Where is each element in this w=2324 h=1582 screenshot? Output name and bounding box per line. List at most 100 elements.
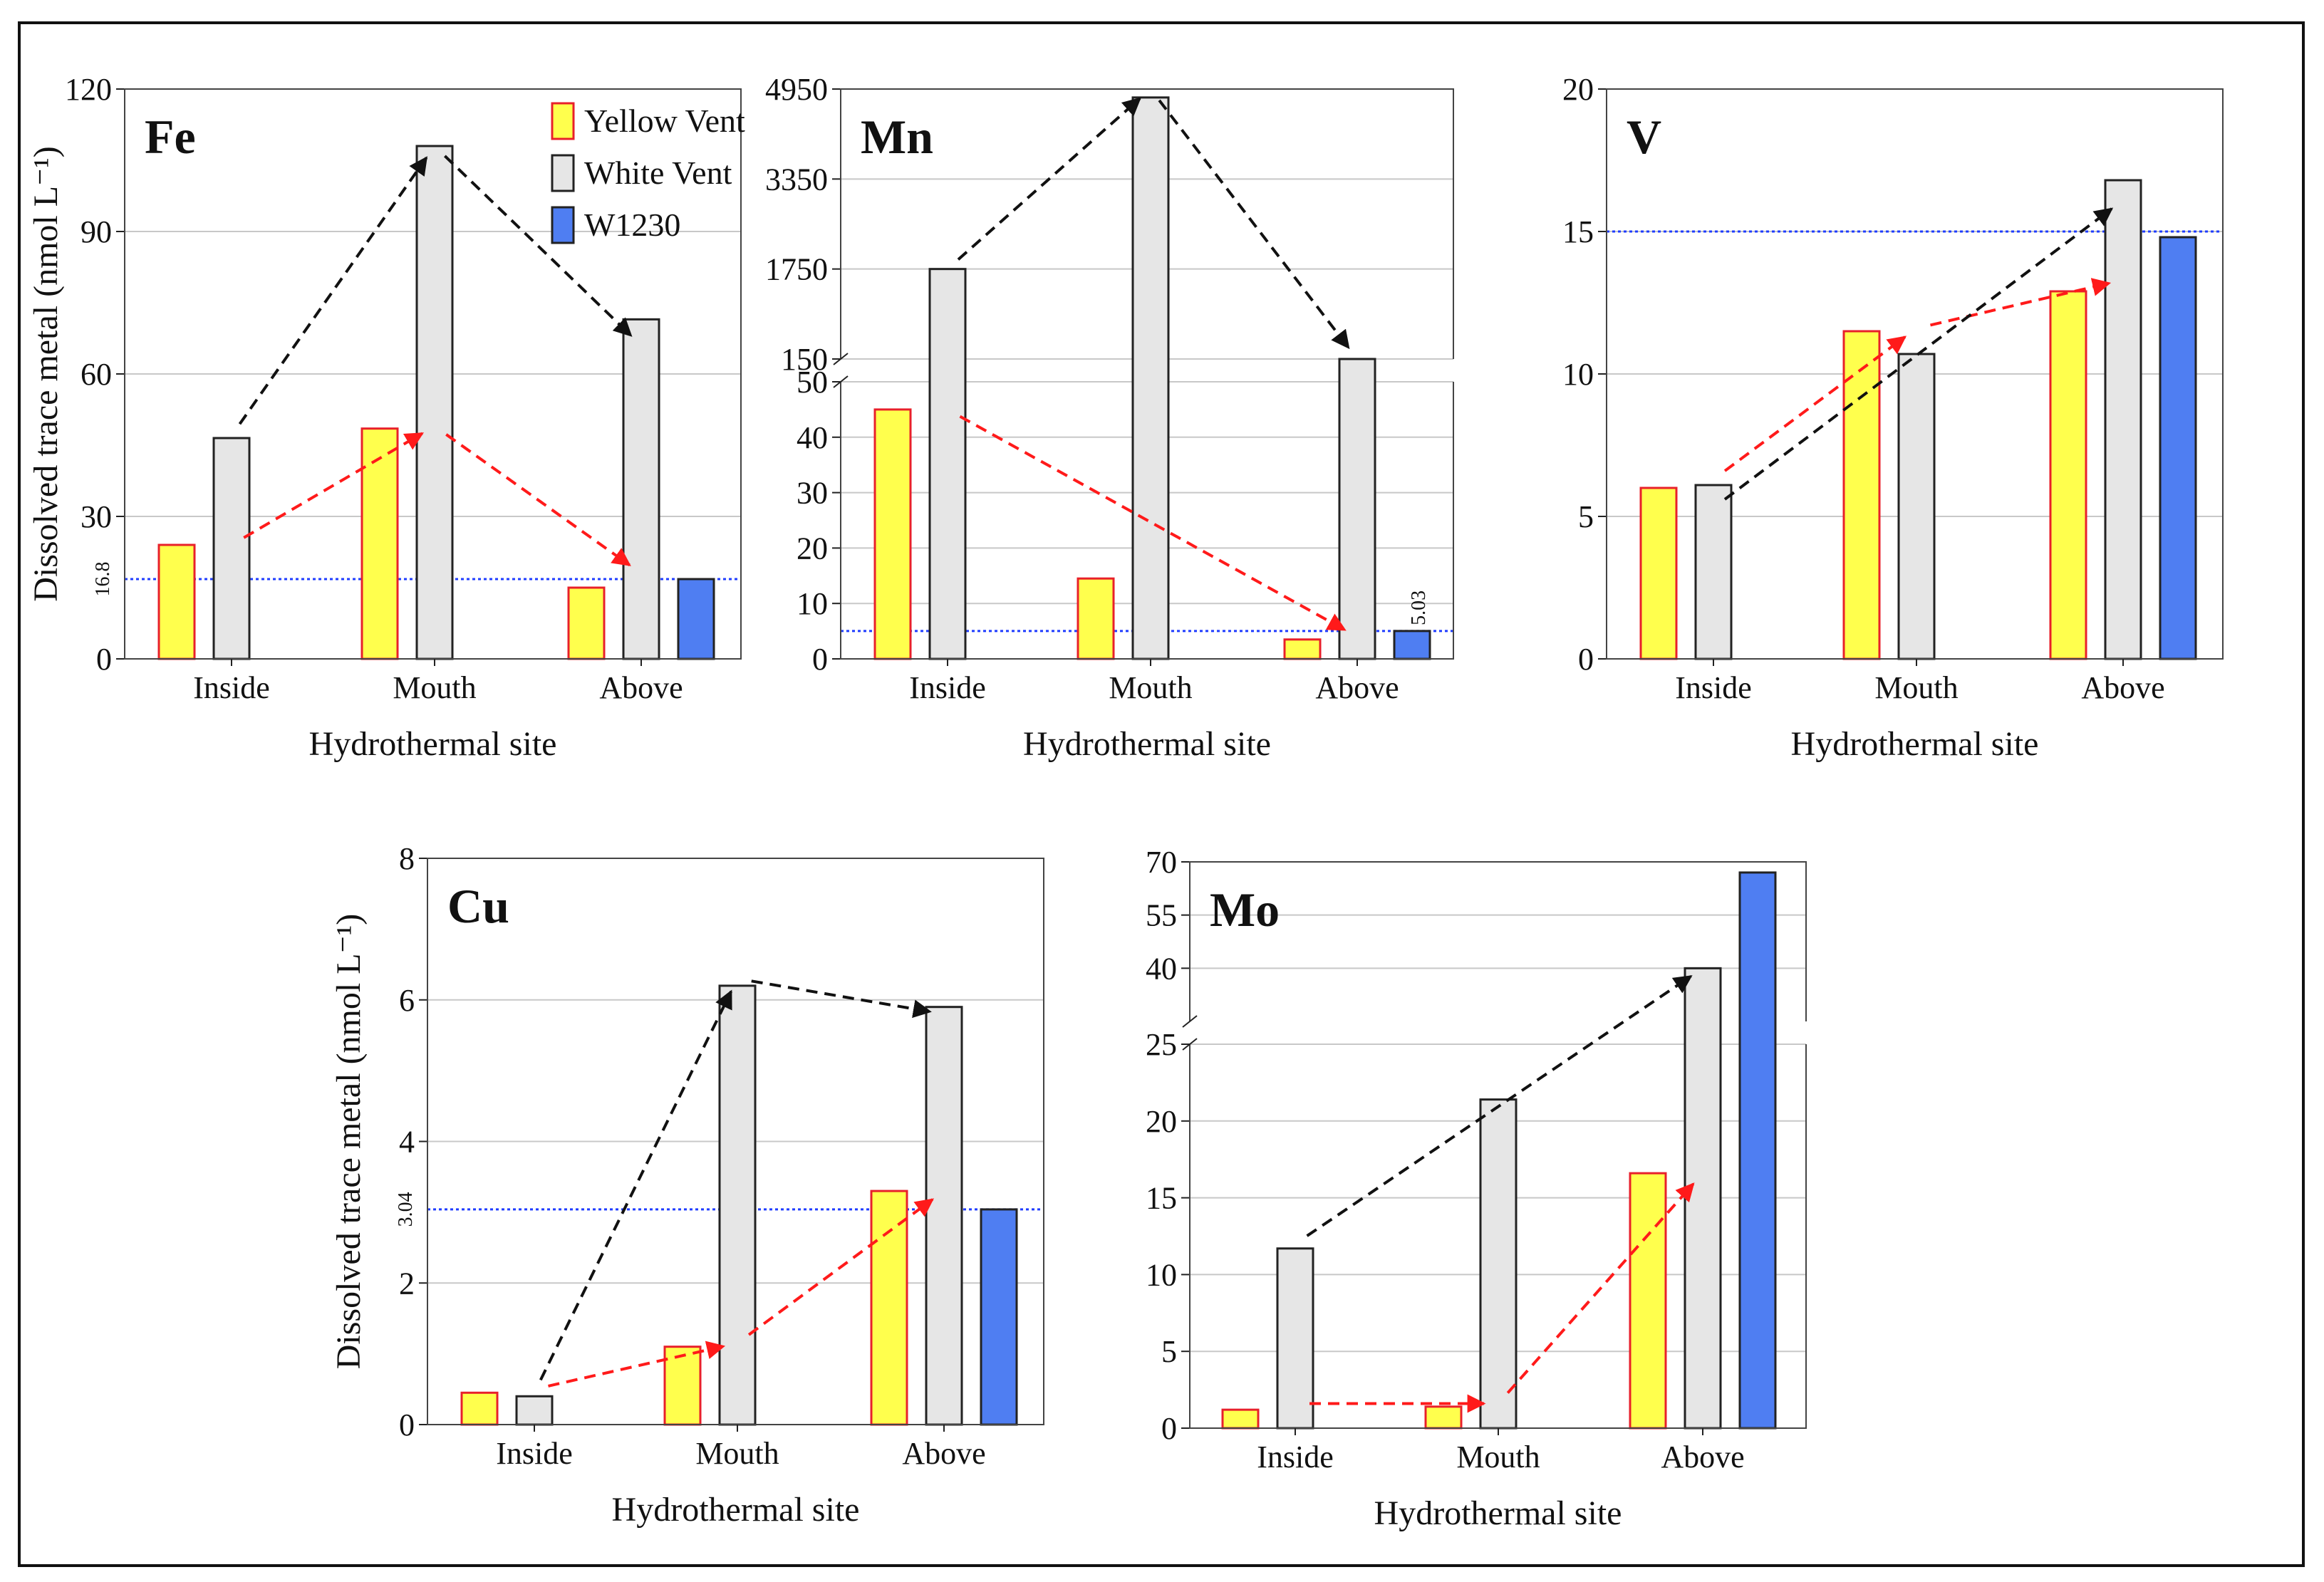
- panel-cu: 0 2 4 6 8 3.04 Inside Mouth Above Hydrothermal si…: [330, 841, 1044, 1529]
- bar-white-vent-mouth: [1479, 1098, 1518, 1430]
- x-tick-label: Above: [1661, 1440, 1744, 1474]
- x-tick-label: Inside: [496, 1436, 573, 1471]
- y-tick-tick-label: 2: [399, 1266, 415, 1301]
- trend-arrow-red: [1930, 278, 2112, 327]
- x-tick-label: Inside: [909, 670, 986, 705]
- y-tick-upper-tick-label: 70: [1146, 845, 1177, 880]
- bar-yellow-vent-above: [1629, 1172, 1667, 1430]
- x-axis-label: Hydrothermal site: [1374, 1494, 1622, 1532]
- y-tick-tick-label: 15: [1562, 214, 1594, 249]
- y-tick-upper-tick-label: 55: [1146, 898, 1177, 933]
- y-tick-tick-label: 0: [399, 1407, 415, 1442]
- x-tick-label: Above: [1315, 670, 1399, 705]
- x-tick-label: Above: [599, 670, 683, 705]
- y-tick-lower-tick-label: 20: [797, 531, 828, 566]
- bar-white-vent-above: [1684, 967, 1722, 1430]
- reference-line-label: 5.03: [1408, 590, 1430, 625]
- y-tick-lower-tick-label: 10: [1146, 1257, 1177, 1292]
- legend-label: Yellow Vent: [584, 103, 745, 139]
- bar-yellow-vent-mouth: [1424, 1405, 1463, 1430]
- y-tick-upper-tick-label: 1750: [765, 252, 828, 287]
- trend-arrow-black: [539, 989, 732, 1381]
- panel-title: Mo: [1210, 883, 1280, 937]
- bar-white-vent-inside: [928, 268, 967, 660]
- y-tick-tick-label: 6: [399, 983, 415, 1018]
- bar-white-vent-inside: [212, 437, 251, 660]
- bar-yellow-vent-above: [567, 586, 606, 660]
- plot-frame-lower: [840, 382, 1454, 660]
- bar-yellow-vent-inside: [460, 1391, 499, 1426]
- bar-white-vent-inside: [1694, 484, 1733, 660]
- y-tick-tick-label: 10: [1562, 357, 1594, 392]
- trend-arrow-black: [1723, 207, 2114, 501]
- bar-yellow-vent-inside: [157, 543, 196, 660]
- bar-yellow-vent-inside: [1221, 1408, 1260, 1430]
- legend: Yellow Vent White Vent W1230: [551, 102, 745, 244]
- bar-w1230-above: [2159, 236, 2197, 660]
- x-axis-label: Hydrothermal site: [612, 1491, 860, 1529]
- bar-yellow-vent-above: [1283, 638, 1322, 660]
- x-axis-label: Hydrothermal site: [1791, 725, 2039, 763]
- legend-swatch-yellow-vent: [551, 102, 575, 140]
- y-tick-lower-tick-label: 0: [812, 642, 828, 677]
- panel-fe: 0 30 60 90 120 16.8 Inside Mouth Above Hydrotherm…: [27, 72, 745, 763]
- bar-white-vent-above: [622, 318, 660, 660]
- x-tick-label: Inside: [1257, 1440, 1334, 1474]
- figure-frame: [18, 21, 2305, 1567]
- trend-arrow-red: [548, 1341, 726, 1388]
- bar-white-vent-mouth: [1131, 96, 1170, 660]
- y-tick-lower-tick-label: 50: [797, 365, 828, 400]
- x-tick-label: Mouth: [1874, 670, 1958, 705]
- y-tick-lower-tick-label: 5: [1161, 1334, 1177, 1369]
- legend-swatch-white-vent: [551, 154, 575, 192]
- trend-arrow-black: [751, 979, 932, 1019]
- y-axis-label: Dissolved trace metal (nmol L⁻¹): [330, 914, 368, 1370]
- trend-arrow-red: [445, 433, 631, 567]
- bar-yellow-vent-mouth: [360, 427, 399, 660]
- y-tick-tick-label: 90: [81, 214, 112, 249]
- y-tick-tick-label: 0: [96, 642, 112, 677]
- bar-w1230-above: [980, 1208, 1018, 1426]
- trend-arrow-red: [1506, 1182, 1695, 1394]
- x-axis-label: Hydrothermal site: [309, 725, 557, 763]
- bar-yellow-vent-mouth: [663, 1346, 702, 1426]
- panel-title: Cu: [447, 879, 509, 933]
- y-tick-upper-tick-label: 25: [1146, 1027, 1177, 1062]
- plot-frame: [427, 858, 1044, 1425]
- bar-white-vent-mouth: [718, 984, 757, 1426]
- y-tick-upper-tick-label: 3350: [765, 162, 828, 197]
- trend-arrow-red: [747, 1198, 934, 1336]
- reference-line-label: 16.8: [92, 562, 114, 597]
- y-tick-tick-label: 60: [81, 357, 112, 392]
- bar-white-vent-above: [2104, 179, 2142, 660]
- bar-w1230-above: [1393, 630, 1431, 660]
- y-tick-tick-label: 20: [1562, 72, 1594, 107]
- x-tick-label: Mouth: [1109, 670, 1192, 705]
- bar-yellow-vent-inside: [873, 408, 912, 660]
- y-axis-label: Dissolved trace metal (nmol L⁻¹): [27, 146, 65, 602]
- bar-w1230-above: [677, 578, 715, 660]
- trend-arrow-red: [243, 432, 424, 539]
- bar-yellow-vent-above: [870, 1190, 908, 1426]
- trend-arrow-red: [1723, 335, 1907, 472]
- x-axis-label: Hydrothermal site: [1023, 725, 1271, 763]
- bar-white-vent-mouth: [415, 145, 454, 660]
- legend-label: W1230: [584, 207, 680, 243]
- x-tick-label: Mouth: [695, 1436, 779, 1471]
- panel-title: V: [1627, 110, 1661, 164]
- trend-arrow-black: [238, 156, 428, 425]
- x-tick-label: Above: [902, 1436, 985, 1471]
- trend-arrow-black: [443, 155, 633, 337]
- y-tick-tick-label: 30: [81, 499, 112, 534]
- y-tick-lower-tick-label: 15: [1146, 1181, 1177, 1216]
- y-tick-tick-label: 8: [399, 841, 415, 876]
- bar-yellow-vent-mouth: [1842, 330, 1881, 660]
- y-tick-lower-tick-label: 20: [1146, 1104, 1177, 1139]
- x-tick-label: Mouth: [1456, 1440, 1540, 1474]
- reference-line-label: 3.04: [395, 1192, 417, 1227]
- bar-yellow-vent-above: [2049, 290, 2087, 660]
- legend-label: White Vent: [584, 155, 732, 191]
- plot-frame-upper: [1189, 861, 1807, 1021]
